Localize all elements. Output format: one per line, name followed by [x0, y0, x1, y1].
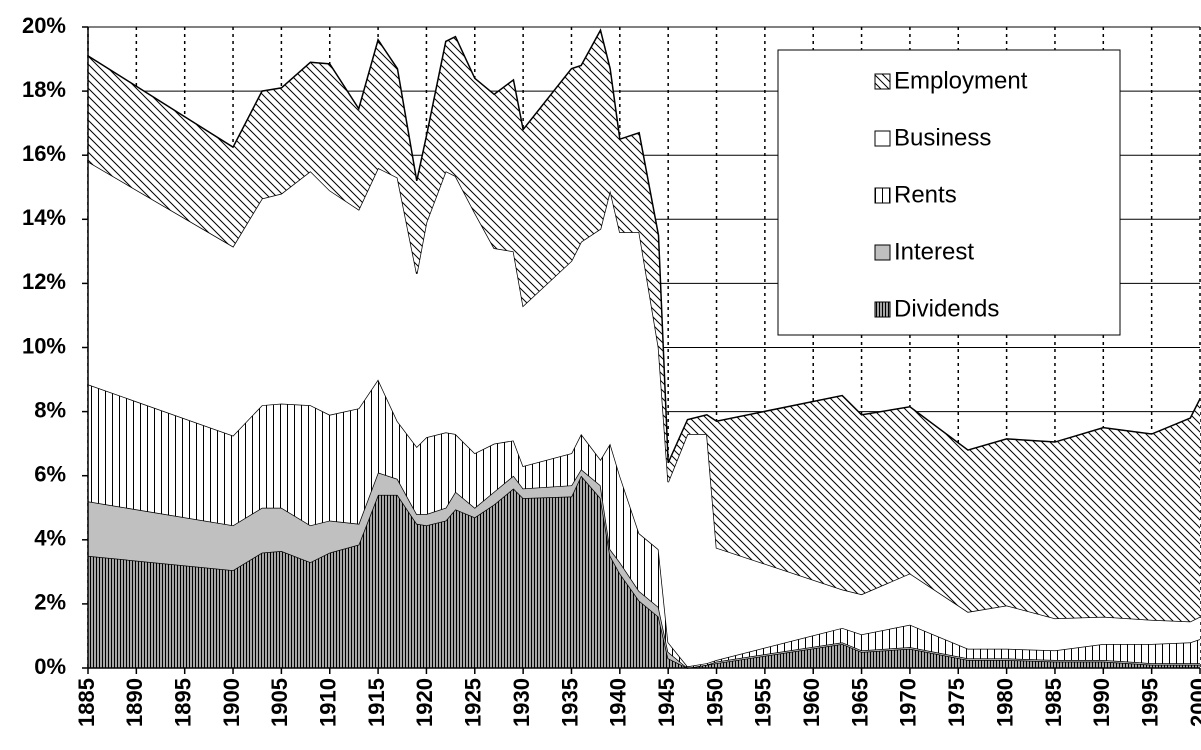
- legend-label: Rents: [894, 181, 957, 208]
- y-tick-label: 2%: [34, 590, 66, 615]
- x-tick-label: 1920: [412, 678, 437, 727]
- x-tick-label: 1960: [799, 678, 824, 727]
- x-tick-label: 2000: [1186, 678, 1201, 727]
- x-tick-label: 1940: [606, 678, 631, 727]
- legend-label: Business: [894, 124, 991, 151]
- area: [88, 379, 1200, 668]
- y-tick-label: 0%: [34, 654, 66, 679]
- area: [88, 30, 1200, 622]
- x-tick-label: 1980: [992, 678, 1017, 727]
- x-tick-label: 1910: [316, 678, 341, 727]
- x-tick-label: 1955: [751, 678, 776, 727]
- x-tick-label: 1900: [219, 678, 244, 727]
- x-tick-label: 1945: [654, 678, 679, 727]
- x-tick-label: 1995: [1137, 678, 1162, 727]
- y-tick-label: 8%: [34, 397, 66, 422]
- x-tick-label: 1930: [509, 678, 534, 727]
- x-tick-label: 1970: [896, 678, 921, 727]
- x-tick-label: 1990: [1089, 678, 1114, 727]
- legend-label: Interest: [894, 238, 974, 265]
- x-tick-label: 1925: [461, 678, 486, 727]
- y-tick-label: 18%: [22, 77, 66, 102]
- legend-swatch: [874, 187, 891, 204]
- y-tick-label: 6%: [34, 462, 66, 487]
- area-edge: [87, 28, 1201, 464]
- legend-box: [777, 49, 1121, 336]
- x-tick-label: 1895: [171, 678, 196, 727]
- x-tick-label: 1885: [74, 678, 99, 727]
- area: [88, 469, 1200, 668]
- x-tick-label: 1965: [847, 678, 872, 727]
- area: [88, 161, 1200, 667]
- legend-swatch: [874, 301, 891, 318]
- y-tick-label: 12%: [22, 269, 66, 294]
- legend-label: Dividends: [894, 295, 999, 322]
- x-tick-label: 1985: [1041, 678, 1066, 727]
- y-tick-label: 20%: [22, 13, 66, 38]
- x-tick-label: 1890: [122, 678, 147, 727]
- area: [88, 475, 1200, 668]
- y-tick-label: 10%: [22, 333, 66, 358]
- y-tick-label: 4%: [34, 526, 66, 551]
- y-tick-label: 16%: [22, 141, 66, 166]
- legend-swatch: [874, 73, 891, 90]
- y-tick-label: 14%: [22, 205, 66, 230]
- legend-label: Employment: [894, 67, 1028, 94]
- x-tick-label: 1935: [557, 678, 582, 727]
- x-tick-label: 1975: [944, 678, 969, 727]
- legend-swatch: [874, 130, 891, 147]
- x-tick-label: 1905: [267, 678, 292, 727]
- x-tick-label: 1915: [364, 678, 389, 727]
- legend-swatch: [874, 244, 891, 261]
- x-tick-label: 1950: [702, 678, 727, 727]
